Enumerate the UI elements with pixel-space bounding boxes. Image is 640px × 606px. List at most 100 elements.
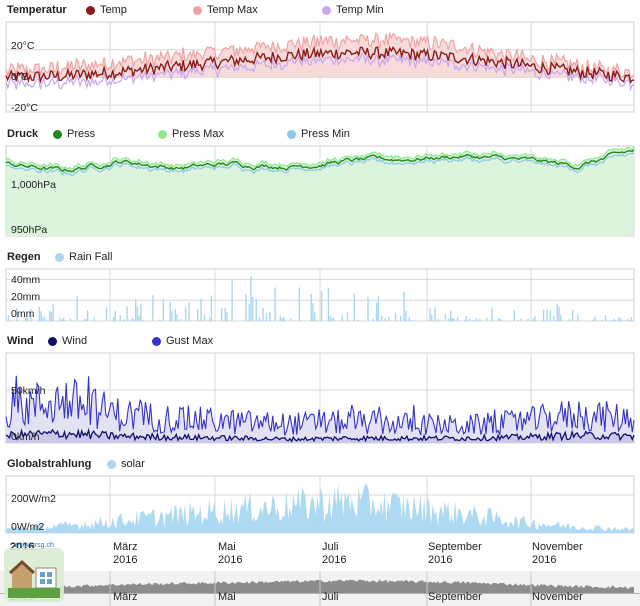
rain-bar: [188, 302, 190, 321]
rain-bar: [298, 287, 300, 321]
rain-bar: [49, 310, 51, 321]
y-tick: -20°C: [11, 102, 38, 114]
rain-bar: [377, 296, 379, 321]
rain-bar: [174, 309, 176, 321]
panel-title: Regen: [7, 251, 41, 263]
rain-bar: [171, 310, 173, 321]
rain-bar: [346, 312, 349, 321]
rain-bar: [245, 294, 247, 321]
legend-dot: [322, 5, 331, 15]
rain-bar: [623, 320, 626, 321]
rain-bar: [486, 317, 488, 321]
panel-title: Temperatur: [7, 4, 67, 16]
rain-bar: [630, 317, 632, 321]
gust-area: [6, 375, 634, 443]
rain-bar: [69, 318, 72, 321]
logo-text: www.ursg.ch: [13, 542, 54, 549]
rain-bar: [85, 318, 87, 321]
temp-plot: [5, 21, 635, 113]
x-label-line: November: [532, 541, 583, 553]
rain-bar: [627, 318, 629, 321]
rain-bar: [83, 319, 85, 321]
press-area: [6, 146, 634, 236]
rain-bar: [611, 319, 613, 321]
rain-bar: [52, 304, 54, 321]
rain-bar: [384, 318, 386, 321]
rain-bar: [400, 316, 402, 321]
rain-bar: [434, 307, 436, 321]
legend-item-solar[interactable]: solar: [107, 458, 145, 470]
y-tick: 20°C: [11, 40, 35, 52]
rain-bar: [11, 320, 13, 321]
rain-bar: [372, 318, 374, 321]
legend-label: Temp Min: [336, 4, 384, 16]
rain-bar: [38, 306, 41, 321]
x-label-line: 2016: [428, 554, 453, 566]
rain-bar: [604, 315, 607, 321]
wind-area: [6, 429, 634, 443]
rain-bar: [197, 308, 199, 321]
legend-dot: [107, 459, 116, 469]
rain-bar: [527, 318, 529, 321]
rain-bar: [618, 317, 620, 321]
legend-item-press-min[interactable]: Press Min: [287, 128, 350, 140]
legend-item-temp-max[interactable]: Temp Max: [193, 4, 258, 16]
rain-bar: [224, 307, 226, 321]
rain-bar: [30, 308, 32, 321]
solar-plot: [5, 475, 635, 534]
rain-bar: [138, 315, 140, 321]
rain-bar: [200, 298, 202, 321]
legend-dot: [193, 5, 202, 15]
rain-bar: [517, 320, 519, 321]
navigator[interactable]: 2016 März Mai Juli September November: [0, 571, 640, 606]
legend-item-gust-max[interactable]: Gust Max: [152, 335, 213, 347]
press-min-line: [5, 152, 635, 177]
x-label-line: September: [428, 541, 482, 553]
legend-item-press-max[interactable]: Press Max: [158, 128, 224, 140]
legend-label: Press Max: [172, 128, 224, 140]
rain-bar: [448, 318, 450, 321]
panel-title: Globalstrahlung: [7, 458, 92, 470]
navigator-plot[interactable]: [0, 571, 640, 606]
rain-bar: [465, 316, 467, 321]
wind-panel: Wind Wind Gust Max 50km/h 0km/h: [0, 335, 640, 447]
x-label-line: März: [113, 541, 138, 553]
rain-bar: [534, 316, 536, 321]
legend-item-temp-min[interactable]: Temp Min: [322, 4, 384, 16]
legend-dot: [287, 129, 296, 139]
temp-line: [5, 45, 635, 84]
temp-panel: Temperatur Temp Temp Max Temp Min 20°C 0…: [0, 4, 640, 116]
legend-label: Press Min: [301, 128, 350, 140]
rain-bar: [269, 312, 271, 321]
rain-bar: [499, 318, 502, 321]
y-tick: 40mm: [11, 274, 41, 286]
regen-panel: Regen Rain Fall 40mm 20mm 0mm: [0, 251, 640, 325]
rain-bar: [105, 307, 108, 321]
rain-bar: [43, 316, 46, 321]
rain-bar: [542, 309, 545, 321]
panel-title: Wind: [7, 335, 34, 347]
rain-bar: [558, 307, 560, 321]
rain-bar: [327, 287, 330, 321]
x-axis-label: Mai 2016: [218, 541, 242, 567]
rain-bar: [451, 318, 453, 321]
rain-bar: [128, 319, 130, 321]
rain-bar: [289, 318, 292, 321]
rain-bar: [632, 320, 634, 321]
legend-item-wind[interactable]: Wind: [48, 335, 87, 347]
legend-item-temp[interactable]: Temp: [86, 4, 127, 16]
rain-bar: [468, 318, 471, 321]
y-tick: 1,000hPa: [11, 179, 56, 191]
rain-bar: [520, 318, 522, 321]
legend-item-press[interactable]: Press: [53, 128, 95, 140]
rain-bar: [314, 312, 316, 321]
rain-bar: [252, 296, 254, 321]
press-max-line: [5, 145, 635, 170]
rain-bar: [40, 311, 42, 321]
legend-label: Gust Max: [166, 335, 214, 347]
legend-item-rain-fall[interactable]: Rain Fall: [55, 251, 112, 263]
rain-bar: [408, 317, 410, 321]
rain-bar: [491, 307, 493, 321]
rain-bar: [546, 309, 548, 321]
rain-bar: [479, 318, 481, 321]
